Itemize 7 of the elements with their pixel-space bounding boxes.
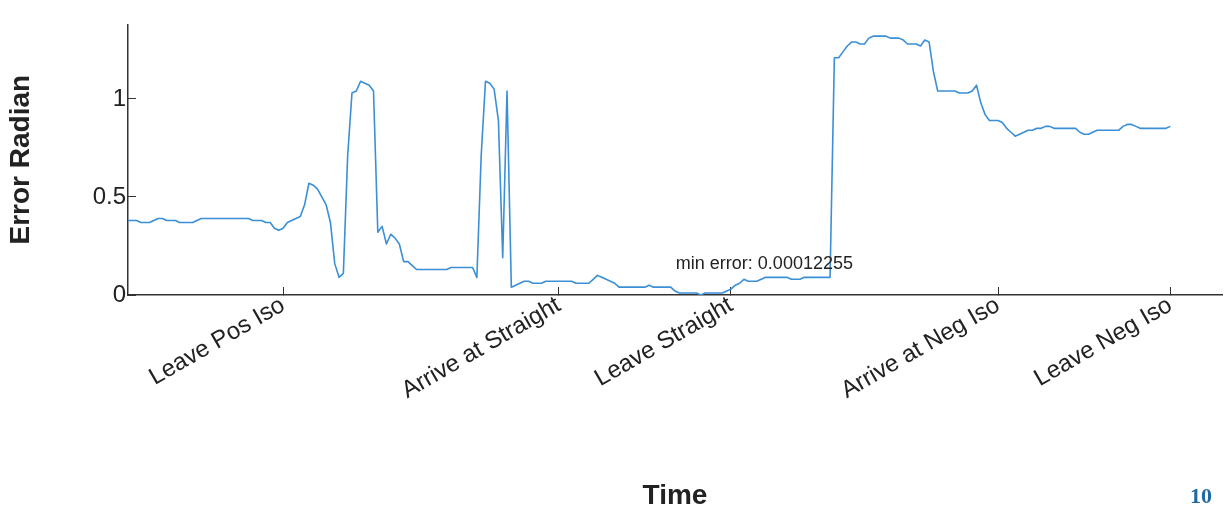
y-axis-title: Error Radian [3, 74, 35, 245]
text: 10 [1190, 483, 1212, 508]
y-tick-label: 1 [112, 83, 126, 111]
x-axis-title: Time [642, 478, 708, 510]
y-tick-label: 0 [112, 279, 126, 307]
y-tick-label: 0.5 [92, 181, 126, 209]
x-tick-label: Arrive at Neg Iso [835, 290, 1004, 403]
